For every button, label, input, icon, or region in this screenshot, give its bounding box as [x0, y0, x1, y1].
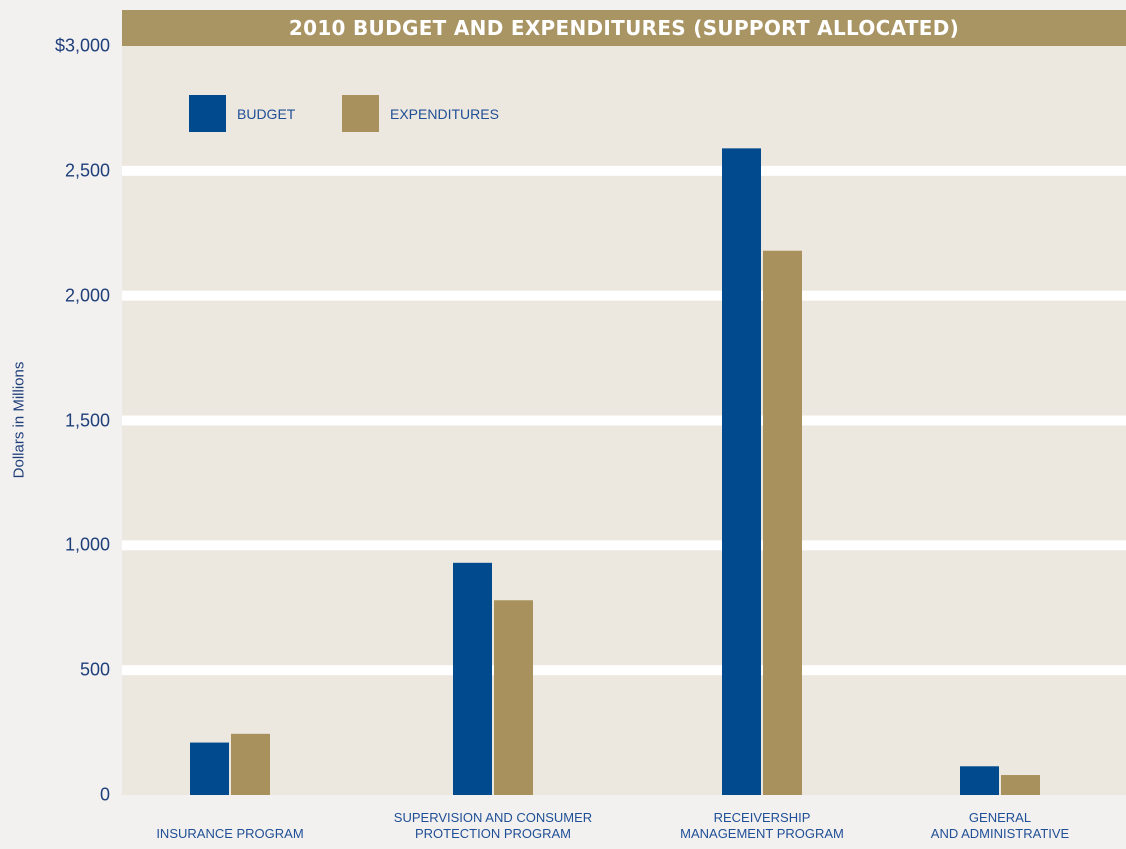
y-tick-label: $3,000: [54, 35, 110, 56]
bar-expenditures-2: [763, 250, 802, 795]
bar-budget-3: [960, 766, 999, 795]
y-tick-label: 500: [79, 659, 110, 680]
x-tick-label: SUPERVISION AND CONSUMER PROTECTION PROGR…: [393, 810, 593, 841]
gridline: [122, 415, 1126, 426]
gridline: [122, 665, 1126, 676]
legend-label-budget: BUDGET: [237, 106, 296, 122]
y-tick-label: 2,000: [64, 285, 110, 306]
chart-title: 2010 BUDGET AND EXPENDITURES (SUPPORT AL…: [122, 10, 1126, 46]
bar-budget-1: [453, 562, 492, 795]
y-tick-label: 1,500: [64, 410, 110, 430]
gridline: [122, 540, 1126, 551]
y-tick-label: 2,500: [64, 160, 110, 181]
y-tick-label: 1,000: [64, 534, 110, 555]
legend-label-expenditures: EXPENDITURES: [390, 106, 499, 122]
legend-swatch-expenditures: [342, 95, 379, 132]
gridline: [122, 165, 1126, 176]
x-tick-label: INSURANCE PROGRAM: [156, 826, 304, 841]
x-tick-label: GENERAL AND ADMINISTRATIVE: [930, 810, 1070, 841]
bar-expenditures-3: [1001, 775, 1040, 795]
legend-swatch-budget: [189, 95, 226, 132]
gridline: [122, 290, 1126, 301]
x-tick-label: RECEIVERSHIP MANAGEMENT PROGRAM: [680, 810, 844, 841]
bar-budget-2: [722, 148, 761, 795]
y-tick-label: 0: [99, 784, 110, 805]
bar-expenditures-0: [231, 733, 270, 795]
bar-budget-0: [190, 742, 229, 795]
bar-expenditures-1: [494, 600, 533, 795]
y-axis-title: Dollars in Millions: [10, 361, 28, 479]
